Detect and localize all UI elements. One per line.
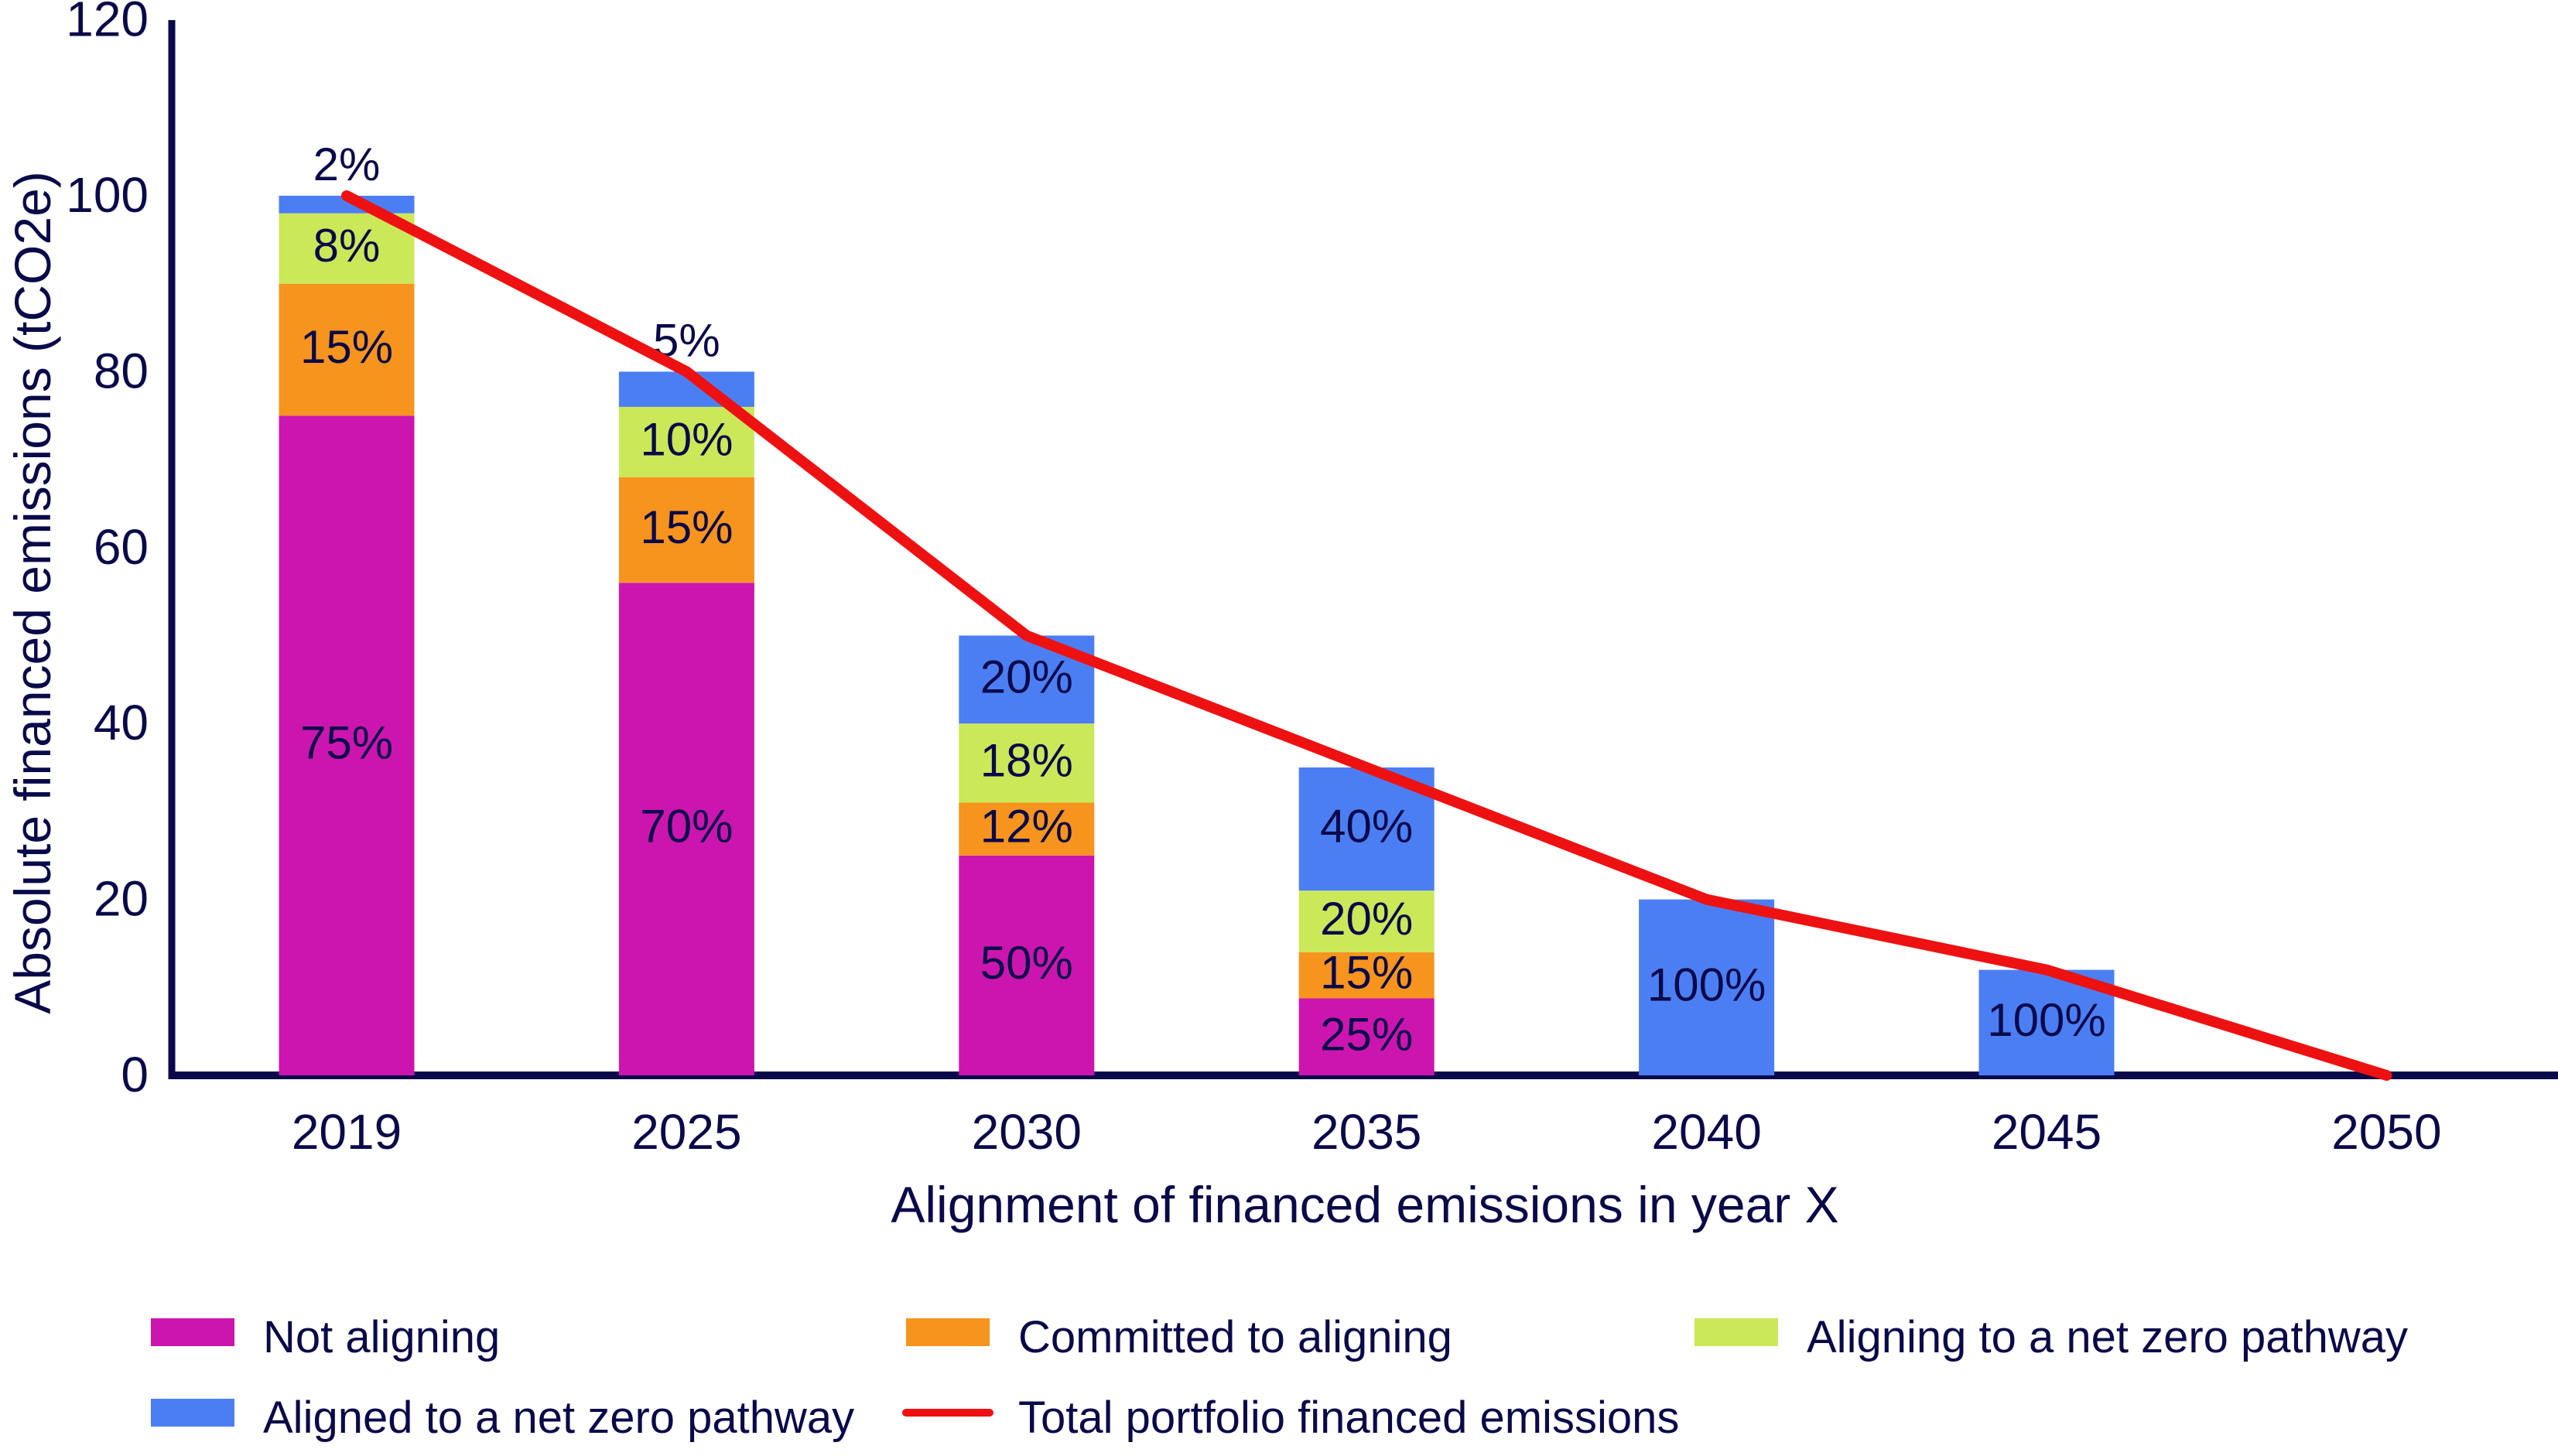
svg-text:Absolute financed emissions (t: Absolute financed emissions (tCO2e): [4, 171, 61, 1014]
svg-text:70%: 70%: [640, 801, 733, 853]
svg-text:18%: 18%: [980, 734, 1073, 786]
svg-text:100: 100: [66, 167, 149, 223]
svg-text:100%: 100%: [1987, 994, 2105, 1046]
svg-text:20: 20: [94, 871, 149, 927]
svg-text:2050: 2050: [2331, 1104, 2441, 1160]
svg-text:80: 80: [94, 343, 149, 398]
svg-text:2030: 2030: [972, 1104, 1082, 1160]
svg-text:2045: 2045: [1992, 1104, 2101, 1160]
svg-text:40: 40: [94, 695, 149, 750]
svg-text:Committed to aligning: Committed to aligning: [1018, 1312, 1452, 1362]
svg-text:2040: 2040: [1651, 1104, 1761, 1160]
svg-text:40%: 40%: [1320, 801, 1413, 853]
svg-text:2019: 2019: [292, 1104, 402, 1160]
svg-text:120: 120: [66, 0, 149, 47]
svg-text:15%: 15%: [1320, 947, 1413, 999]
svg-text:8%: 8%: [313, 220, 381, 272]
svg-text:Not aligning: Not aligning: [263, 1312, 500, 1362]
svg-text:50%: 50%: [980, 937, 1073, 989]
svg-text:20%: 20%: [1320, 893, 1413, 945]
svg-text:20%: 20%: [980, 651, 1073, 702]
svg-text:12%: 12%: [980, 801, 1073, 853]
svg-text:100%: 100%: [1647, 959, 1766, 1010]
svg-text:Aligned to a net zero pathway: Aligned to a net zero pathway: [263, 1393, 854, 1443]
svg-text:15%: 15%: [300, 321, 393, 373]
svg-text:2035: 2035: [1311, 1104, 1421, 1160]
svg-text:Total portfolio financed emiss: Total portfolio financed emissions: [1018, 1393, 1679, 1443]
svg-text:0: 0: [121, 1047, 149, 1102]
svg-text:75%: 75%: [300, 717, 393, 769]
svg-text:Aligning to a net zero pathway: Aligning to a net zero pathway: [1807, 1312, 2408, 1362]
svg-text:10%: 10%: [640, 413, 733, 465]
svg-text:60: 60: [94, 519, 149, 575]
svg-text:Alignment of financed emission: Alignment of financed emissions in year …: [891, 1176, 1838, 1233]
svg-text:2025: 2025: [631, 1104, 741, 1160]
svg-text:25%: 25%: [1320, 1008, 1413, 1060]
svg-text:2%: 2%: [313, 138, 381, 190]
svg-text:15%: 15%: [640, 501, 733, 553]
